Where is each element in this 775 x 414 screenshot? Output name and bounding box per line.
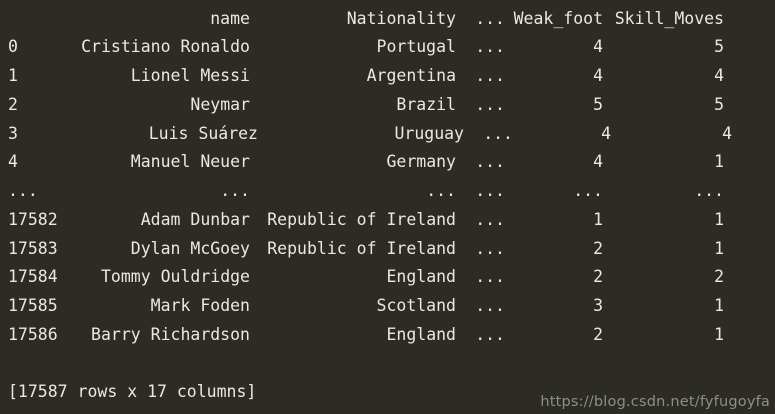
dataframe-row: ... ... ... ... ... ... (0, 176, 775, 205)
cell-ellipsis: ... (475, 267, 505, 287)
cell-skill-moves: 1 (714, 296, 724, 316)
cell-ellipsis: ... (475, 238, 505, 258)
dataframe-shape-summary-row: [17587 rows x 17 columns] (0, 377, 775, 406)
cell-ellipsis: ... (475, 209, 505, 229)
cell-skill-moves: 1 (714, 209, 724, 229)
column-header-name: name (210, 8, 250, 28)
cell-name: Lionel Messi (130, 66, 250, 86)
dataframe-shape-summary: [17587 rows x 17 columns] (8, 382, 257, 402)
column-header-skill-moves: Skill_Moves (614, 8, 724, 28)
dataframe-row: 2 Neymar Brazil ... 5 5 (0, 90, 775, 119)
dataframe-row: 17582 Adam Dunbar Republic of Ireland ..… (0, 205, 775, 234)
cell-weak-foot: 2 (593, 324, 603, 344)
cell-index: 17583 (8, 238, 58, 258)
dataframe-row: 3 Luis Suárez Uruguay ... 4 4 (0, 119, 775, 148)
cell-skill-moves: 5 (714, 37, 724, 57)
dataframe-row: 4 Manuel Neuer Germany ... 4 1 (0, 147, 775, 176)
cell-name: Manuel Neuer (130, 152, 250, 172)
cell-weak-foot: 3 (593, 296, 603, 316)
cell-name: Neymar (190, 94, 250, 114)
cell-nationality: England (386, 267, 456, 287)
column-header-weak-foot: Weak_foot (513, 8, 603, 28)
dataframe-row: 17585 Mark Foden Scotland ... 3 1 (0, 291, 775, 320)
cell-skill-moves: 2 (714, 267, 724, 287)
cell-name: ... (220, 181, 250, 201)
cell-nationality: Portugal (376, 37, 456, 57)
cell-weak-foot: 1 (593, 209, 603, 229)
cell-weak-foot: 4 (593, 37, 603, 57)
cell-nationality: Uruguay (394, 123, 464, 143)
cell-skill-moves: 5 (714, 94, 724, 114)
cell-name: Cristiano Ronaldo (81, 37, 250, 57)
cell-weak-foot: 2 (593, 267, 603, 287)
cell-ellipsis: ... (475, 296, 505, 316)
cell-nationality: Republic of Ireland (267, 238, 456, 258)
cell-ellipsis: ... (475, 324, 505, 344)
cell-index: 17584 (8, 267, 58, 287)
cell-index: 2 (8, 94, 18, 114)
cell-ellipsis: ... (475, 37, 505, 57)
dataframe-row: 0 Cristiano Ronaldo Portugal ... 4 5 (0, 32, 775, 61)
watermark-url: https://blog.csdn.net/fyfugoyfa (540, 394, 770, 410)
cell-nationality: Republic of Ireland (267, 209, 456, 229)
cell-index: 17586 (8, 324, 58, 344)
cell-skill-moves: 1 (714, 324, 724, 344)
cell-skill-moves: 4 (714, 66, 724, 86)
cell-index: 0 (8, 37, 18, 57)
cell-index: 17585 (8, 296, 58, 316)
cell-index: 4 (8, 152, 18, 172)
cell-nationality: ... (426, 181, 456, 201)
cell-nationality: Scotland (376, 296, 456, 316)
cell-weak-foot: 4 (593, 66, 603, 86)
cell-nationality: Germany (386, 152, 456, 172)
cell-weak-foot: 2 (593, 238, 603, 258)
cell-index: 17582 (8, 209, 58, 229)
dataframe-row: 17586 Barry Richardson England ... 2 1 (0, 320, 775, 349)
cell-index: 1 (8, 66, 18, 86)
cell-skill-moves: ... (694, 181, 724, 201)
cell-name: Barry Richardson (91, 324, 250, 344)
cell-weak-foot: ... (573, 181, 603, 201)
cell-weak-foot: 5 (593, 94, 603, 114)
column-header-nationality: Nationality (346, 8, 456, 28)
cell-ellipsis: ... (483, 123, 513, 143)
cell-name: Tommy Ouldridge (100, 267, 250, 287)
cell-skill-moves: 1 (714, 152, 724, 172)
cell-skill-moves: 1 (714, 238, 724, 258)
cell-name: Adam Dunbar (140, 209, 250, 229)
cell-name: Mark Foden (150, 296, 250, 316)
dataframe-row: 1 Lionel Messi Argentina ... 4 4 (0, 61, 775, 90)
cell-index: ... (8, 181, 38, 201)
cell-ellipsis: ... (475, 66, 505, 86)
dataframe-row: 17584 Tommy Ouldridge England ... 2 2 (0, 262, 775, 291)
cell-ellipsis: ... (475, 181, 505, 201)
cell-nationality: Brazil (396, 94, 456, 114)
cell-name: Dylan McGoey (130, 238, 250, 258)
cell-name: Luis Suárez (148, 123, 258, 143)
dataframe-header-row: name Nationality ... Weak_foot Skill_Mov… (0, 4, 775, 33)
dataframe-row: 17583 Dylan McGoey Republic of Ireland .… (0, 234, 775, 263)
cell-weak-foot: 4 (593, 152, 603, 172)
cell-skill-moves: 4 (722, 123, 732, 143)
column-header-ellipsis: ... (475, 8, 505, 28)
cell-nationality: England (386, 324, 456, 344)
cell-ellipsis: ... (475, 152, 505, 172)
cell-nationality: Argentina (366, 66, 456, 86)
cell-weak-foot: 4 (601, 123, 611, 143)
cell-ellipsis: ... (475, 94, 505, 114)
cell-index: 3 (8, 123, 18, 143)
